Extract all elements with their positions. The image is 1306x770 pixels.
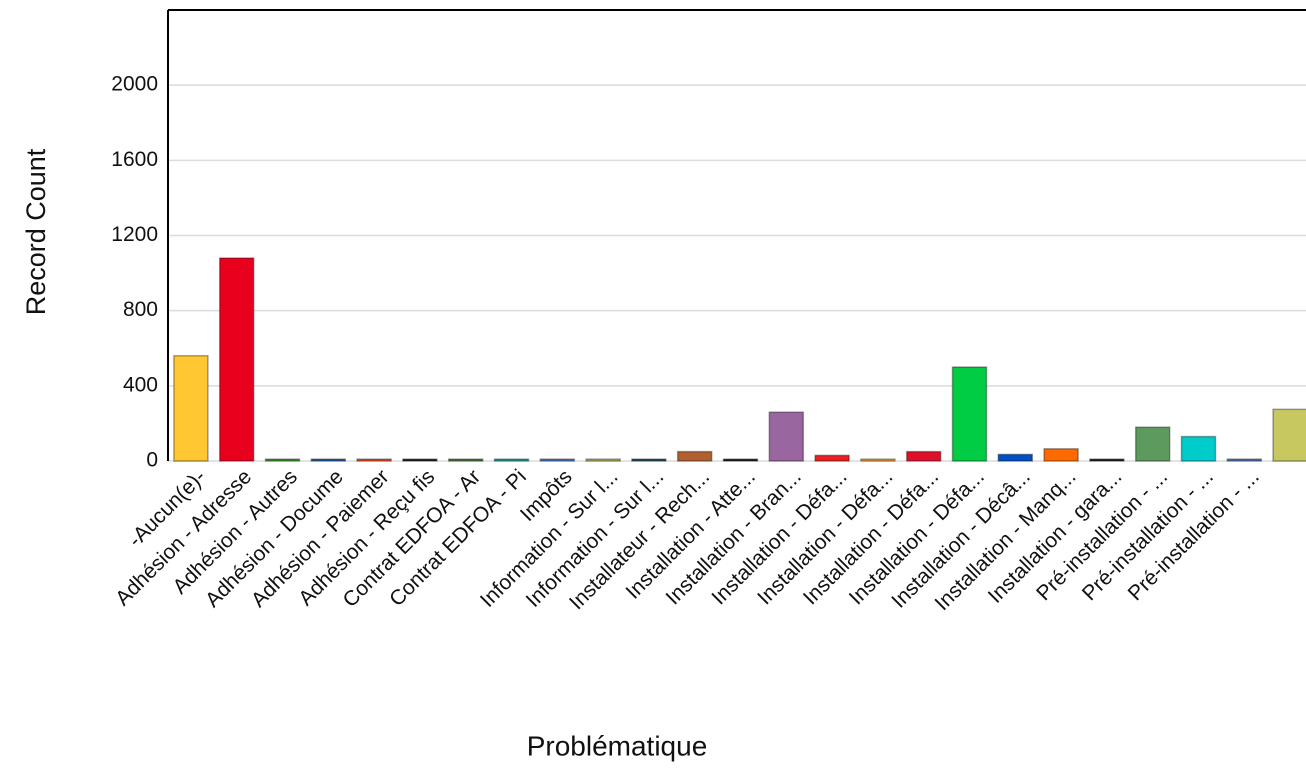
bar <box>493 458 530 462</box>
bar <box>860 458 896 462</box>
bar <box>356 458 392 462</box>
bar <box>447 458 484 462</box>
y-tick-label: 2000 <box>111 73 158 96</box>
bar <box>814 454 850 462</box>
y-tick-label: 1200 <box>111 223 158 246</box>
bar <box>676 450 713 462</box>
bar <box>1226 458 1263 462</box>
bar <box>631 458 667 462</box>
bar <box>905 450 942 462</box>
bar <box>768 411 805 462</box>
bar <box>1089 458 1125 462</box>
bar <box>1134 426 1171 462</box>
bar <box>951 366 988 462</box>
bar <box>585 458 621 462</box>
x-axis-label: Problématique <box>527 730 708 761</box>
bar <box>1272 408 1306 462</box>
y-axis-label: Record Count <box>21 148 51 315</box>
bar <box>722 458 759 462</box>
y-tick-label: 1600 <box>111 148 158 171</box>
y-tick-label: 0 <box>146 449 158 472</box>
bar <box>997 453 1034 462</box>
bar <box>218 257 255 462</box>
bar <box>539 458 576 462</box>
y-tick-label: 800 <box>123 298 158 321</box>
bar <box>173 355 209 462</box>
bar <box>402 458 438 462</box>
bar <box>264 458 301 462</box>
bar <box>310 458 347 462</box>
bar <box>1180 435 1217 462</box>
y-tick-label: 400 <box>123 373 158 396</box>
bar <box>1043 448 1079 462</box>
